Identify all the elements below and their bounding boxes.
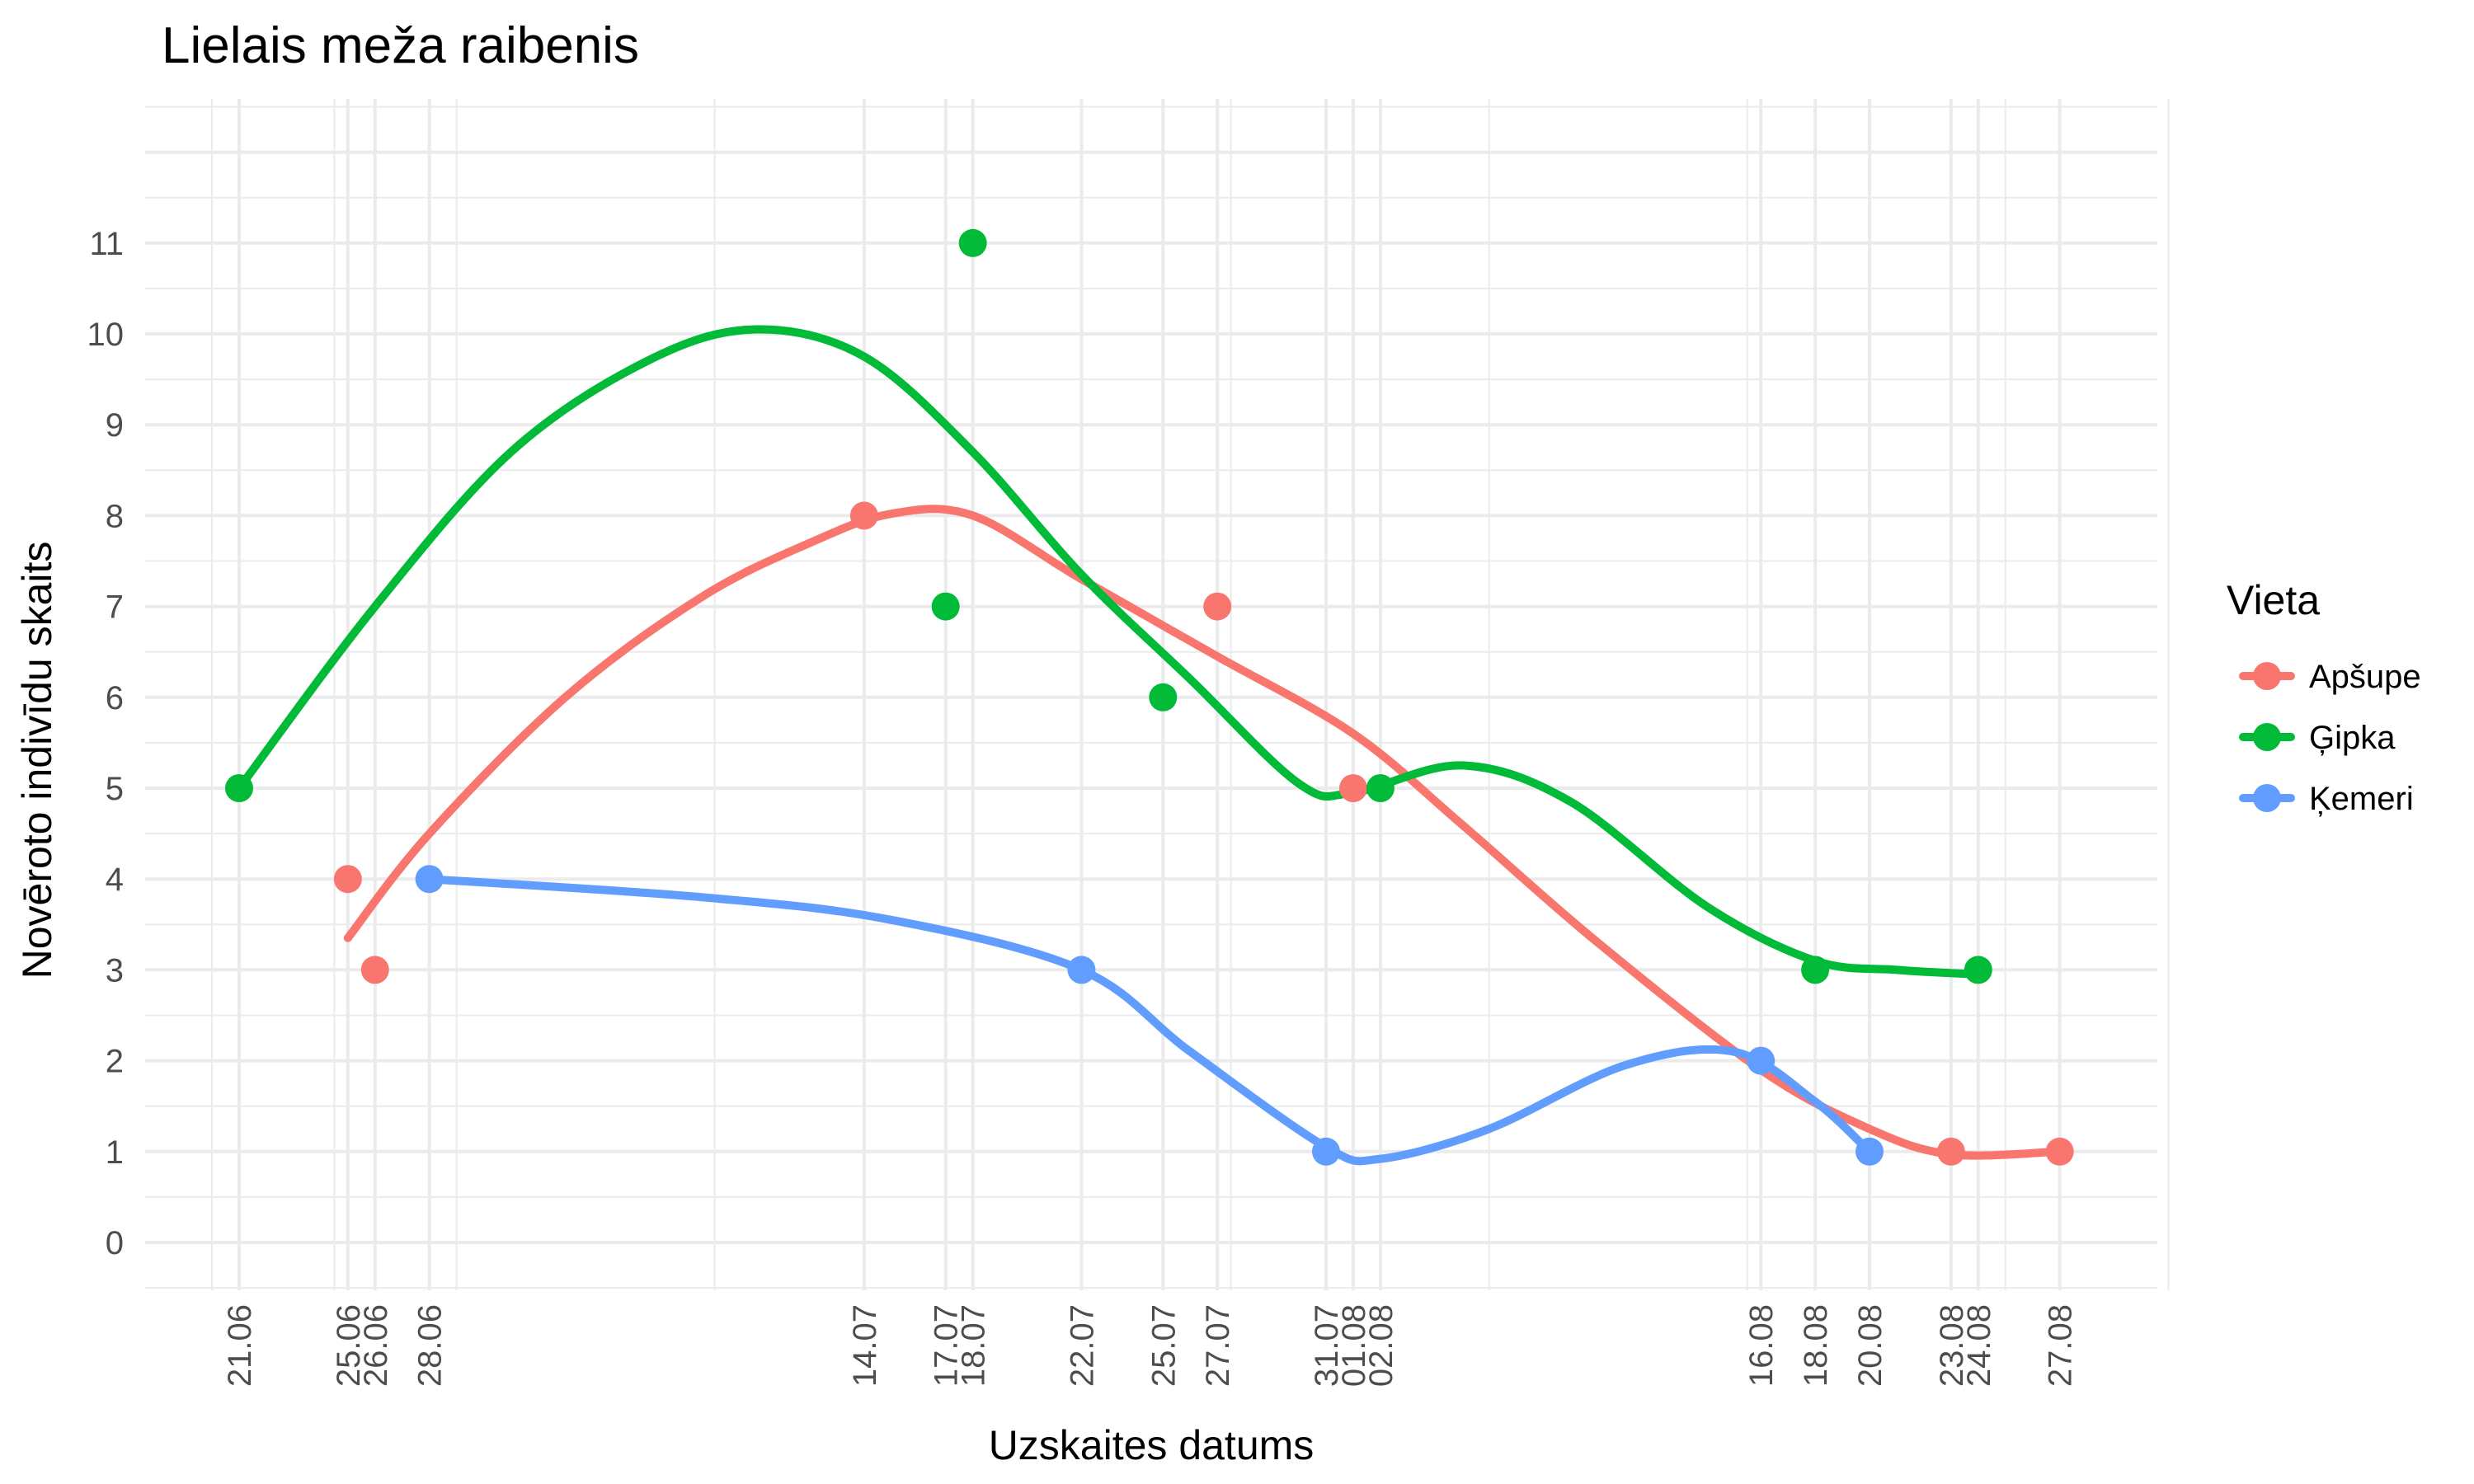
y-tick-label: 1 — [106, 1134, 124, 1171]
point-kemeri — [1747, 1046, 1776, 1075]
point-kemeri — [1856, 1137, 1884, 1166]
x-tick-label: 22.07 — [1064, 1304, 1100, 1387]
x-tick-label: 14.07 — [847, 1304, 883, 1387]
point-apsupe — [2045, 1137, 2074, 1166]
y-tick-label: 5 — [106, 771, 124, 807]
y-axis-title: Novēroto indivīdu skaits — [14, 542, 60, 979]
legend-label-kemeri: Ķemeri — [2309, 781, 2414, 817]
point-gipka — [1149, 683, 1178, 711]
point-apsupe — [1338, 774, 1367, 802]
x-tick-label: 25.07 — [1145, 1304, 1182, 1387]
legend-key-point-apsupe — [2253, 662, 2281, 690]
x-tick-label: 02.08 — [1363, 1304, 1399, 1387]
x-tick-label: 01.08 — [1336, 1304, 1372, 1387]
x-tick-label: 23.08 — [1934, 1304, 1970, 1387]
y-tick-label: 10 — [87, 317, 125, 353]
curve-apsupe — [343, 505, 2064, 1160]
x-tick-label: 16.08 — [1743, 1304, 1780, 1387]
y-tick-label: 7 — [106, 589, 124, 626]
x-tick-label: 18.08 — [1798, 1304, 1834, 1387]
point-gipka — [931, 592, 960, 621]
point-apsupe — [360, 956, 389, 984]
legend-label-gipka: Ģipka — [2309, 720, 2396, 756]
point-apsupe — [1203, 592, 1232, 621]
x-tick-label: 17.07 — [929, 1304, 965, 1387]
point-gipka — [1964, 956, 1992, 984]
y-tick-label: 8 — [106, 498, 124, 534]
x-tick-label: 21.06 — [222, 1304, 258, 1387]
point-kemeri — [1067, 956, 1096, 984]
y-tick-label: 9 — [106, 407, 124, 444]
y-tick-label: 0 — [106, 1225, 124, 1261]
y-tick-label: 11 — [89, 226, 124, 262]
curve-kemeri — [425, 875, 1874, 1166]
point-gipka — [958, 228, 987, 257]
point-apsupe — [849, 501, 878, 530]
x-tick-label: 28.06 — [412, 1304, 449, 1387]
point-kemeri — [415, 865, 444, 894]
x-tick-label: 26.06 — [358, 1304, 394, 1387]
legend-title: Vieta — [2227, 577, 2320, 623]
point-gipka — [1801, 956, 1830, 984]
x-tick-label: 25.06 — [331, 1304, 367, 1387]
x-tick-label: 27.08 — [2043, 1304, 2079, 1387]
x-tick-label: 31.07 — [1309, 1304, 1345, 1387]
x-axis-title: Uzskaites datums — [989, 1422, 1315, 1468]
smooth-curves — [235, 325, 2064, 1166]
data-points — [225, 228, 2074, 1166]
chart-title: Lielais meža raibenis — [162, 17, 639, 74]
legend: Vieta Apšupe Ģipka Ķemeri — [2227, 577, 2421, 817]
y-tick-label: 6 — [106, 680, 124, 716]
point-gipka — [225, 774, 253, 802]
point-kemeri — [1312, 1137, 1340, 1166]
point-apsupe — [1936, 1137, 1965, 1166]
legend-key-point-gipka — [2253, 723, 2281, 751]
y-tick-labels: 0 1 2 3 4 5 6 7 8 9 10 11 — [87, 226, 125, 1261]
legend-key-point-kemeri — [2253, 784, 2281, 812]
y-tick-label: 4 — [106, 862, 124, 898]
point-apsupe — [333, 865, 362, 894]
x-tick-label: 18.07 — [956, 1304, 992, 1387]
curve-gipka — [235, 325, 1982, 979]
point-gipka — [1366, 774, 1395, 802]
legend-label-apsupe: Apšupe — [2309, 659, 2421, 695]
x-tick-label: 20.08 — [1852, 1304, 1888, 1387]
y-tick-label: 3 — [106, 952, 124, 989]
y-tick-label: 2 — [106, 1044, 124, 1080]
x-tick-label: 24.08 — [1961, 1304, 1997, 1387]
x-tick-label: 27.07 — [1200, 1304, 1236, 1387]
